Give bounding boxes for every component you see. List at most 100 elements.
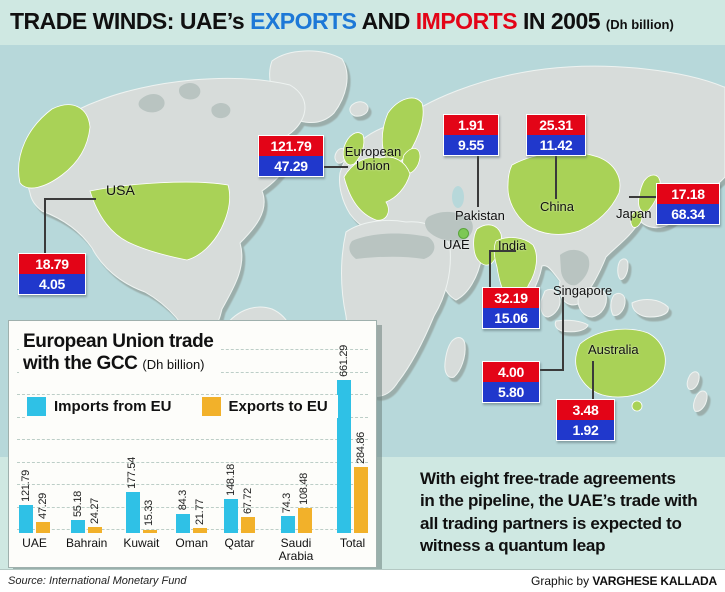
chart-title-line1: European Union trade [23,331,214,352]
legend-imports-label: Imports from EU [54,398,172,415]
australia-imports-value: 3.48 [557,400,614,420]
graphic-credit-prefix: Graphic by [531,574,593,588]
bar-value-label: 148.18 [224,463,237,496]
bar-value-label: 177.54 [126,457,139,489]
leader-line-usa-h [44,198,96,200]
usa-imports-value: 18.79 [19,254,85,274]
imports-swatch-icon [27,397,46,416]
value-box-china: 25.31 11.42 [526,114,586,156]
map-shape-borneo [577,287,607,318]
value-box-japan: 17.18 68.34 [656,183,720,225]
bar-group-qatar: 148.18 67.72 Qatar [224,463,256,563]
imports-bar-total [337,380,351,533]
india-imports-value: 32.19 [483,288,539,308]
eu-imports-value: 121.79 [259,136,323,156]
imports-bar-saudi-arabia [280,515,295,533]
exports-bar-kuwait [142,529,157,533]
bar-group-oman: 84.3 21.77 Oman [175,490,208,563]
bar-value-label: 47.29 [36,493,49,520]
value-box-pakistan: 1.91 9.55 [443,114,499,156]
map-shape-new-zealand-north [686,371,700,390]
value-box-australia: 3.48 1.92 [556,399,615,441]
china-exports-value: 11.42 [527,135,585,155]
leader-line-singapore-h [539,369,564,371]
map-shape-uk [342,132,365,166]
category-label: UAE [22,536,47,550]
category-label: Kuwait [123,536,160,550]
pakistan-exports-value: 9.55 [444,135,498,155]
china-imports-value: 25.31 [527,115,585,135]
page-title: TRADE WINDS: UAE’s EXPORTS AND IMPORTS I… [10,8,720,42]
map-shape-japan [630,174,661,228]
legend-item-imports: Imports from EU [27,397,172,416]
exports-bar-bahrain [88,527,103,533]
bar-group-bahrain: 55.18 24.27 Bahrain [66,491,107,563]
leader-line-india-h [489,250,516,252]
map-label-uae: UAE [443,237,470,252]
bar-value-label: 84.3 [176,490,189,511]
chart-title-unit: (Dh billion) [142,356,205,372]
title-exports-word: EXPORTS [250,8,357,34]
gridline [17,461,368,463]
exports-swatch-icon [201,397,221,416]
title-unit: (Dh billion) [605,17,674,32]
map-label-european-union: European Union [344,144,402,173]
japan-imports-value: 17.18 [657,184,719,204]
map-label-usa: USA [106,182,135,198]
map-label-singapore: Singapore [553,283,613,298]
bar-value-label: 74.3 [281,492,294,513]
title-imports-word: IMPORTS [415,8,518,34]
legend-item-exports: Exports to EU [201,397,328,416]
graphic-credit: Graphic by VARGHESE KALLADA [531,574,717,588]
map-shape-australia [575,328,666,398]
bar-value-label: 55.18 [71,491,84,518]
caspian-sea [452,186,464,208]
bar-value-label: 108.48 [298,473,311,505]
map-shade-arctic-islands [138,83,231,119]
category-label: Oman [175,536,209,550]
title-and-word: AND [356,8,416,34]
map-shade-indochina [560,249,590,286]
bar-value-label: 121.79 [19,469,32,502]
map-shape-madagascar [444,337,466,378]
category-label: Total [339,536,366,550]
map-shape-philippines [617,258,629,280]
bar-chart: 121.79 47.29 UAE 55.18 24.27 Bahrain 177.54 15.… [19,345,368,563]
gcc-chart-panel: European Union trade with the GCC (Dh bi… [8,320,377,568]
leader-line-singapore-v [562,297,564,371]
chart-title: European Union trade with the GCC (Dh bi… [19,329,222,377]
japan-exports-value: 68.34 [657,204,719,224]
bar-value-label: 24.27 [88,498,101,525]
title-part1: TRADE WINDS: UAE’s [10,8,251,34]
value-box-india: 32.19 15.06 [482,287,540,329]
eu-exports-value: 47.29 [259,156,323,176]
bar-value-label: 67.72 [241,488,254,515]
map-shape-tasmania [631,400,643,412]
gridline [17,506,368,508]
uae-marker-dot [458,228,469,239]
leader-line-eu [322,166,348,168]
leader-line-pakistan [477,155,479,207]
value-box-singapore: 4.00 5.80 [482,361,540,403]
exports-bar-total [354,467,368,533]
map-label-pakistan: Pakistan [455,208,505,223]
map-label-japan: Japan [616,206,652,221]
category-label: Bahrain [65,536,108,550]
map-shape-sumatra [540,288,561,318]
map-label-india: India [498,238,527,253]
exports-bar-uae [36,522,50,533]
usa-exports-value: 4.05 [19,274,85,294]
gridline [17,529,368,530]
leader-line-usa-v [44,198,46,254]
map-shape-new-guinea [631,299,669,318]
pakistan-imports-value: 1.91 [444,115,498,135]
bar-value-label: 284.86 [354,432,367,465]
bar-group-saudi-arabia: 74.3 108.48 Saudi Arabia [271,473,321,563]
gridline [17,439,368,440]
singapore-imports-value: 4.00 [483,362,539,382]
imports-bar-uae [19,504,33,533]
legend-exports-label: Exports to EU [228,398,328,415]
category-label: Qatar [224,536,255,550]
leader-line-japan [629,196,656,198]
map-shape-new-zealand-south [693,390,708,412]
